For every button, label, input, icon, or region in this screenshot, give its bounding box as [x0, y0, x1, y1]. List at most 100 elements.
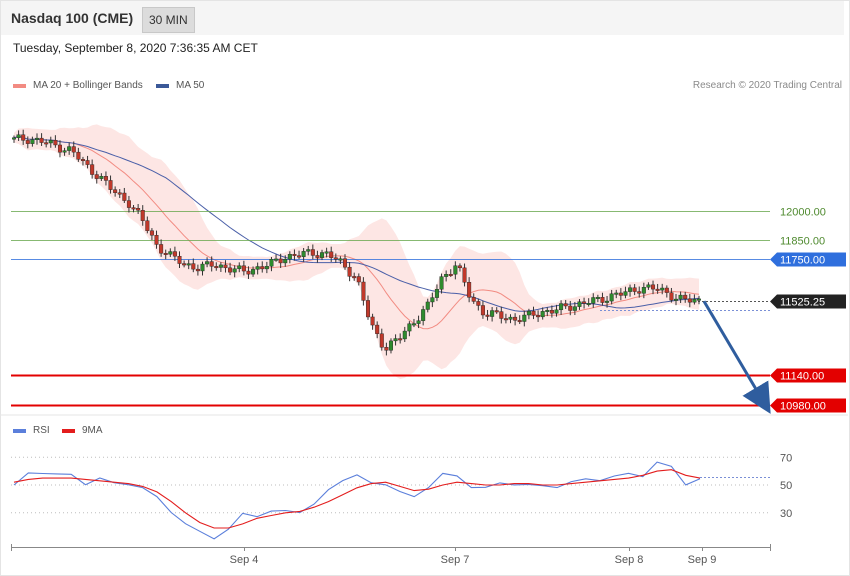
timestamp: Tuesday, September 8, 2020 7:36:35 AM CE… [13, 41, 258, 55]
candle [697, 295, 702, 305]
legend-swatch-ma20 [13, 83, 26, 88]
level-tag-label: 10980.00 [780, 401, 826, 413]
legend-swatch-rsi [13, 428, 26, 433]
candle [149, 228, 154, 241]
candle-body-down [76, 151, 81, 160]
candle-body-up [186, 263, 191, 266]
candle-body-up [572, 306, 577, 311]
candle [352, 272, 357, 281]
candle [324, 247, 329, 258]
candle-body-down [398, 338, 403, 341]
candle [572, 301, 577, 316]
candle-body-down [25, 140, 30, 144]
candle [545, 307, 550, 317]
candle-body-up [554, 309, 559, 314]
candle [476, 298, 481, 311]
legend-swatch-9ma [62, 428, 75, 433]
candle [434, 284, 439, 302]
candle [490, 307, 495, 322]
candle-body-up [205, 261, 210, 265]
candle [71, 141, 76, 158]
candle-body-up [393, 338, 398, 342]
candle-body-down [195, 268, 200, 272]
candle [177, 251, 182, 268]
candle-body-up [444, 274, 449, 277]
candle-body-up [338, 258, 343, 261]
candle-body-up [232, 268, 237, 273]
candle-body-down [292, 253, 297, 256]
candle-body-down [154, 234, 159, 245]
candle [310, 244, 315, 260]
candle-body-up [200, 263, 205, 272]
legend-ma20: MA 20 + Bollinger Bands [13, 80, 143, 91]
candle-body-down [375, 324, 380, 334]
candle [425, 298, 430, 313]
candle-body-down [448, 274, 453, 276]
candle-body-up [646, 284, 651, 288]
candle [513, 313, 518, 326]
candle-body-down [549, 310, 554, 314]
candle [660, 283, 665, 295]
candle-body-up [660, 287, 665, 291]
candle-body-down [513, 316, 518, 321]
candle-body-down [651, 284, 656, 290]
candle-body-down [517, 320, 522, 323]
candle [218, 262, 223, 272]
candle-body-down [347, 266, 352, 277]
candle [21, 129, 26, 145]
candle [398, 333, 403, 344]
candle [577, 299, 582, 310]
copyright: Research © 2020 Trading Central [692, 80, 842, 91]
candle [163, 249, 168, 260]
candle [595, 294, 600, 303]
candle-body-down [365, 300, 370, 318]
candle [76, 147, 81, 162]
candle-body-down [531, 310, 536, 316]
candle-body-down [39, 137, 44, 143]
candle [384, 342, 389, 356]
candle [200, 261, 205, 276]
candle [117, 189, 122, 199]
candle [554, 304, 559, 317]
candle [457, 263, 462, 272]
candle-body-down [637, 291, 642, 294]
candle-body-down [126, 200, 131, 208]
x-tick-label: Sep 4 [230, 554, 259, 566]
candle-body-down [228, 267, 233, 273]
candle-body-up [678, 294, 683, 300]
candle [209, 256, 214, 272]
candle [361, 277, 366, 306]
candle [39, 133, 44, 146]
candle [646, 282, 651, 290]
candle-body-down [159, 244, 164, 254]
candle-body-down [278, 258, 283, 264]
level-label: 11850.00 [780, 236, 825, 248]
candle [85, 155, 90, 169]
candle [48, 136, 53, 148]
candle-body-up [490, 310, 495, 317]
candle [264, 261, 269, 274]
candle-body-up [34, 137, 39, 140]
candle [182, 260, 187, 268]
candle-body-down [379, 333, 384, 348]
candle-body-up [237, 265, 242, 269]
candle-body-down [568, 305, 573, 311]
timeframe-button[interactable]: 30 MIN [142, 7, 195, 33]
legend-rsi: RSI [13, 425, 50, 436]
candle [347, 262, 352, 282]
candle [53, 135, 58, 148]
candle-body-down [90, 164, 95, 175]
candle-body-up [99, 176, 104, 179]
candle [517, 315, 522, 325]
level-tag-shape [770, 294, 846, 309]
candle-body-up [411, 323, 416, 326]
candle [228, 262, 233, 276]
candle [471, 293, 476, 304]
candle-body-down [209, 261, 214, 267]
candle [522, 310, 527, 327]
chart-header: Nasdaq 100 (CME) 30 MIN [1, 1, 844, 35]
candle-body-down [113, 189, 118, 193]
candle [365, 295, 370, 320]
candle-body-down [246, 270, 251, 275]
